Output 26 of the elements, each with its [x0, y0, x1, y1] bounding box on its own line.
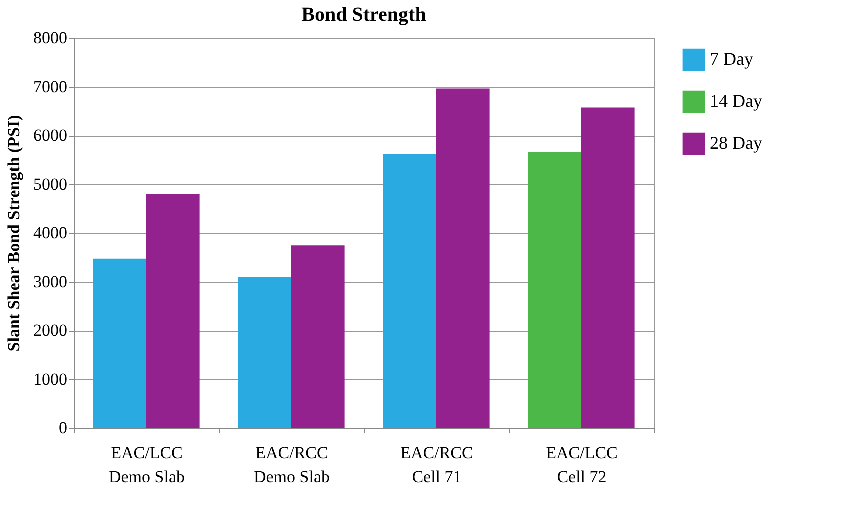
- bar: [93, 258, 146, 428]
- y-tick-label: 4000: [34, 224, 68, 242]
- bar: [436, 88, 490, 428]
- legend-label: 14 Day: [710, 91, 762, 111]
- legend-label: 28 Day: [710, 133, 762, 153]
- y-tick-label: 3000: [34, 272, 68, 292]
- y-axis-title: Slant Shear Bond Strength (PSI): [4, 115, 24, 352]
- bar: [238, 277, 292, 428]
- bar: [383, 154, 436, 428]
- x-tick-label: EAC/RCC Cell 71: [400, 444, 474, 486]
- bar: [292, 246, 345, 428]
- y-tick-label: 5000: [34, 174, 68, 194]
- bar: [146, 194, 200, 428]
- x-tick-label: EAC/LCC Demo Slab: [108, 444, 186, 486]
- y-tick-label: 2000: [34, 321, 68, 340]
- bar: [528, 152, 582, 428]
- y-tick-label: 1000: [34, 370, 68, 389]
- y-tick-label: 7000: [34, 77, 68, 96]
- chart-title: Bond Strength: [302, 4, 426, 26]
- x-tick-label: EAC/RCC Demo Slab: [254, 444, 330, 486]
- y-tick-label: 0: [59, 418, 68, 438]
- y-tick-label: 6000: [34, 126, 68, 145]
- bar: [582, 108, 635, 428]
- x-tick-label: EAC/LCC Cell 72: [546, 444, 618, 486]
- y-tick-label: 8000: [34, 28, 68, 48]
- legend-label: 7 Day: [710, 49, 754, 69]
